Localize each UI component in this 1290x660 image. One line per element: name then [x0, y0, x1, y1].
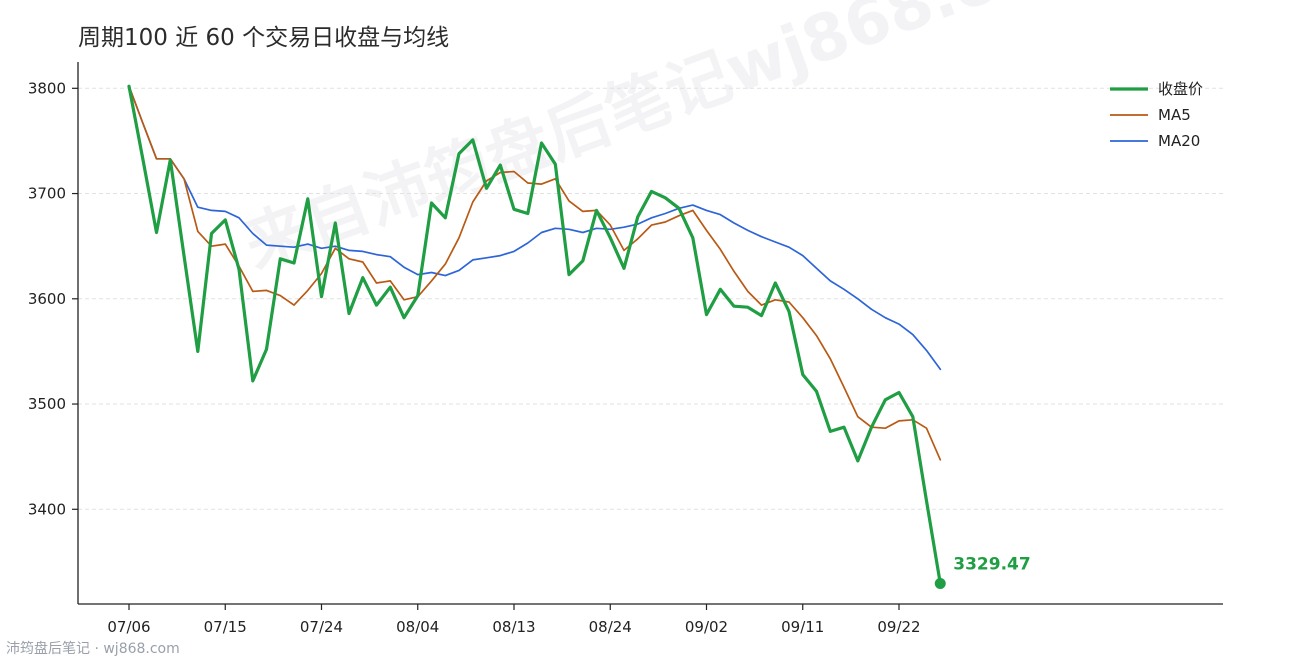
legend-label: 收盘价: [1158, 80, 1203, 98]
grid-lines: [78, 87, 1223, 510]
last-close-label: 3329.47: [953, 555, 1030, 575]
series-line-2: [128, 85, 942, 371]
series-line-0: [127, 84, 942, 586]
end-marker: 3329.47: [934, 555, 1031, 590]
x-tick-label: 09/11: [781, 618, 824, 636]
y-axis-ticks: 3400 3500 3600 3700 3800: [28, 79, 78, 518]
y-tick-label: 3600: [28, 290, 66, 308]
last-close-point: [934, 578, 946, 590]
y-tick-label: 3400: [28, 500, 66, 518]
x-tick-label: 08/13: [492, 618, 535, 636]
y-tick-label: 3700: [28, 185, 66, 203]
x-tick-label: 07/15: [204, 618, 247, 636]
x-tick-label: 07/06: [107, 618, 150, 636]
x-tick-label: 07/24: [300, 618, 343, 636]
x-axis-ticks: 07/06 07/15 07/24 08/04 08/13 08/24 09/02 09/11…: [107, 604, 921, 636]
legend-label: MA5: [1158, 106, 1191, 124]
y-tick-label: 3800: [28, 79, 66, 97]
x-tick-label: 09/02: [685, 618, 728, 636]
legend-label: MA20: [1158, 132, 1200, 150]
series-lines: [127, 84, 942, 586]
x-tick-label: 08/24: [589, 618, 632, 636]
legend: 收盘价 MA5 MA20: [1110, 80, 1203, 150]
x-tick-label: 08/04: [396, 618, 439, 636]
footer-credit: 沛筠盘后笔记 · wj868.com: [6, 641, 180, 657]
axes: [77, 62, 1223, 605]
chart-title: 周期100 近 60 个交易日收盘与均线: [78, 25, 450, 51]
y-tick-label: 3500: [28, 395, 66, 413]
x-tick-label: 09/22: [877, 618, 920, 636]
